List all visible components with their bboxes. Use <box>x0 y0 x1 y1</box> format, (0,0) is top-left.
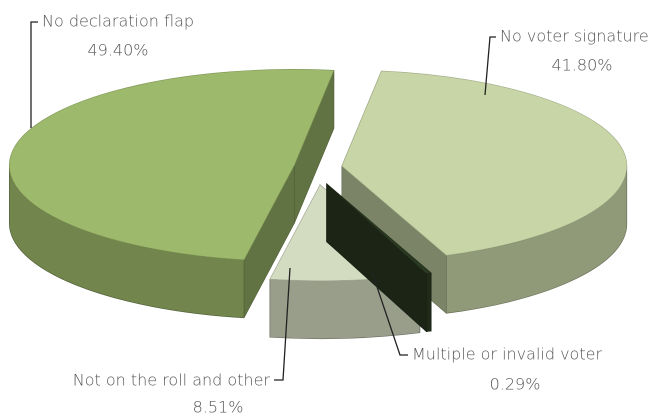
slice-label: Multiple or invalid voter <box>412 345 602 364</box>
leader-line <box>484 36 496 96</box>
leader-line <box>30 21 38 128</box>
slice-top <box>326 183 432 274</box>
slice-top <box>9 69 335 261</box>
slice <box>326 183 432 333</box>
slice-value-label: 49.40% <box>87 41 148 60</box>
leader-line <box>274 267 291 381</box>
slice-label: Not on the roll and other <box>73 371 271 390</box>
slice-label: No declaration flap <box>42 12 194 31</box>
slice-value-label: 8.51% <box>193 398 244 416</box>
slice-top <box>341 70 628 256</box>
slice <box>9 69 335 319</box>
slice-value-label: 0.29% <box>490 375 541 394</box>
slice-wall <box>425 272 432 332</box>
slice-value-label: 41.80% <box>551 56 612 75</box>
leader-line <box>371 271 408 356</box>
slice-label: No voter signature <box>500 27 649 46</box>
